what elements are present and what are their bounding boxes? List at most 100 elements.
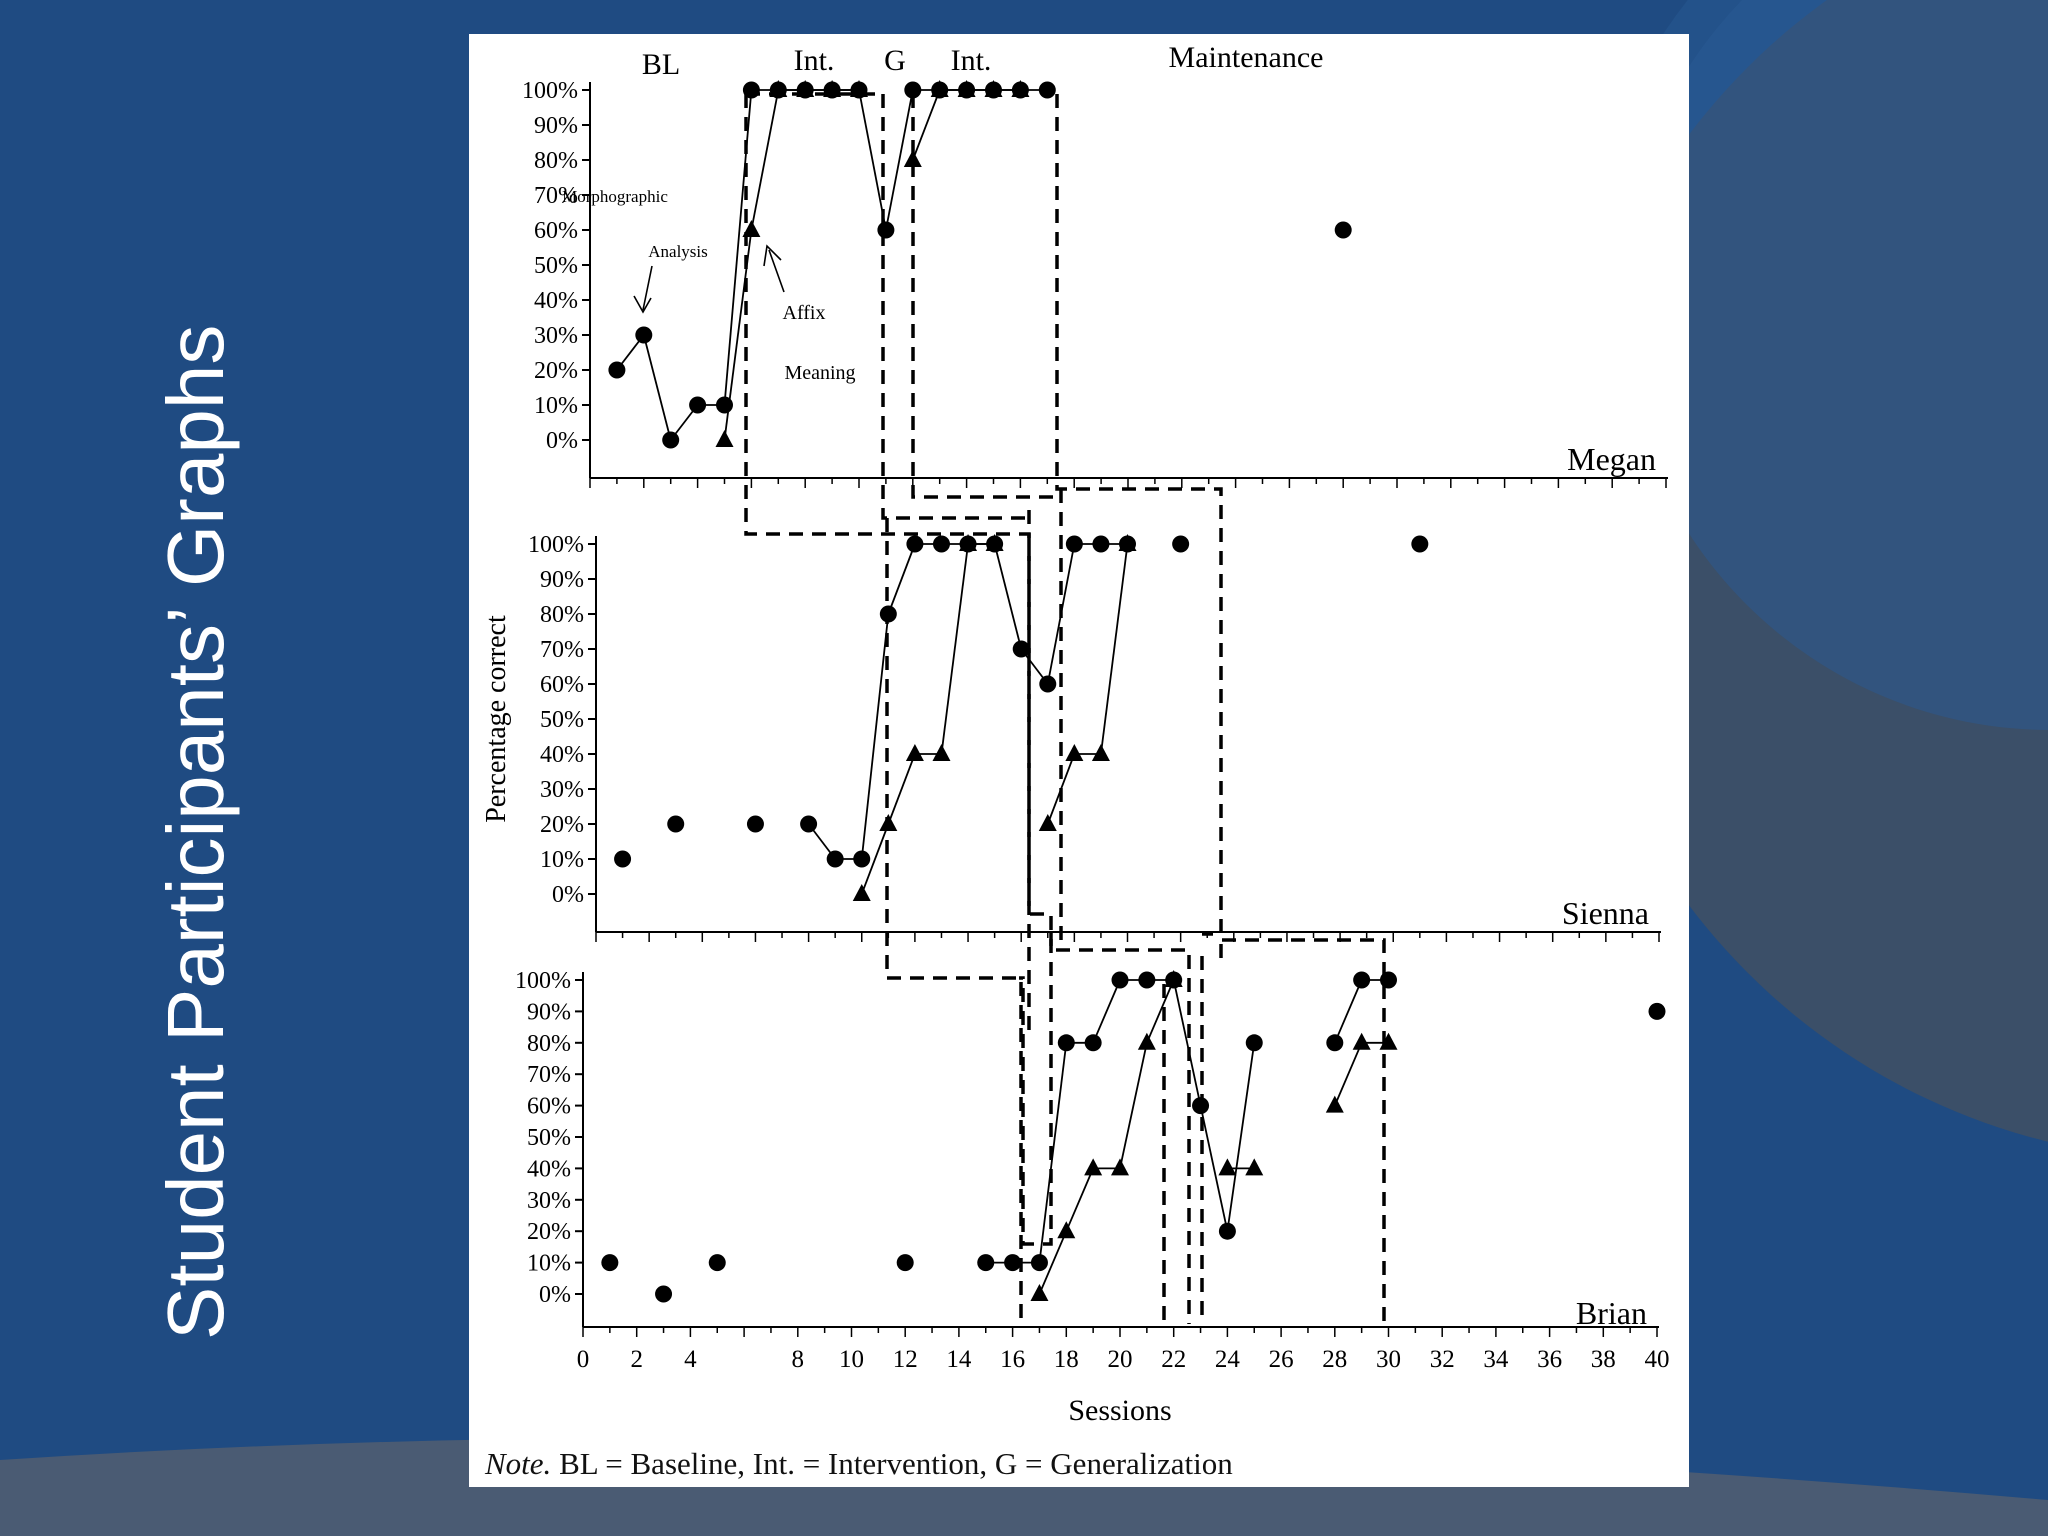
phase-label: Int. [951,44,992,77]
participant-label: Brian [1576,1295,1647,1331]
y-tick-label: 0% [552,882,584,908]
x-axis-label: Sessions [1068,1394,1171,1427]
series-line [1100,543,1129,755]
series-line [1226,1042,1256,1232]
data-point-circle [1138,971,1156,989]
figure-note: Note. BL = Baseline, Int. = Intervention… [485,1446,1233,1482]
data-point-triangle [1325,1095,1344,1113]
y-tick-label: 90% [534,113,578,139]
data-point-triangle [852,884,871,901]
y-tick-label: 90% [527,999,571,1025]
y-tick-label: 10% [534,393,578,419]
data-point-circle [1353,971,1371,989]
y-tick-label: 30% [540,777,584,803]
x-tick-label: 16 [1000,1346,1025,1373]
data-point-circle [1411,535,1429,553]
data-point-circle [1039,675,1057,693]
y-tick-label: 40% [540,742,584,768]
data-point-circle [906,535,924,553]
y-tick-label: 20% [540,812,584,838]
y-tick-label: 70% [540,637,584,663]
phase-change-line [744,94,1053,1246]
data-point-circle [1004,1254,1022,1272]
series-line [642,334,672,441]
data-point-triangle [1118,534,1137,551]
data-point-triangle [930,80,949,97]
data-point-circle [1038,81,1056,99]
data-point-circle [1084,1034,1102,1052]
y-tick-label: 10% [540,847,584,873]
x-tick-label: 38 [1591,1346,1616,1373]
series-line [1333,1042,1363,1106]
data-point-triangle [1091,744,1110,761]
y-tick-label: 0% [546,428,578,454]
x-tick-label: 34 [1483,1346,1509,1373]
data-point-circle [896,1254,914,1272]
x-tick-label: 28 [1322,1346,1347,1373]
series-line [860,823,890,895]
x-tick-label: 10 [839,1346,864,1373]
x-tick-label: 22 [1161,1346,1186,1373]
x-tick-label: 26 [1269,1346,1294,1373]
x-tick-label: 24 [1215,1346,1241,1373]
annotation-arrowhead [633,295,652,314]
data-point-circle [1172,535,1190,553]
x-tick-label: 18 [1054,1346,1079,1373]
data-point-circle [1326,1034,1344,1052]
data-point-circle [746,815,764,833]
series-line [750,89,780,231]
data-point-triangle [1245,1158,1264,1176]
data-point-triangle [1011,80,1030,97]
x-tick-label: 30 [1376,1346,1401,1373]
data-point-circle [1648,1002,1666,1020]
y-tick-label: 40% [534,288,578,314]
data-point-triangle [959,534,978,551]
y-axis-label: Percentage correct [481,615,512,823]
y-tick-label: 100% [528,532,584,558]
x-tick-label: 8 [792,1346,805,1373]
y-tick-label: 60% [534,218,578,244]
phase-change-line [911,94,1053,499]
data-point-circle [1218,1222,1236,1240]
phase-change-line [885,518,1023,1324]
data-point-circle [1065,535,1083,553]
annotation-arrowhead [763,244,782,267]
data-point-triangle [932,744,951,761]
x-tick-label: 14 [946,1346,972,1373]
series-line [887,543,916,615]
series-line [1172,979,1202,1106]
series-line [1199,1105,1229,1232]
series-line [1038,1042,1068,1263]
data-point-triangle [1218,1158,1237,1176]
data-point-triangle [905,744,924,761]
phase-change-line [1049,932,1191,1324]
phase-label: Maintenance [1169,41,1324,74]
x-tick-label: 20 [1108,1346,1133,1373]
data-point-circle [662,431,680,449]
data-point-triangle [1030,1284,1049,1301]
participant-label: Sienna [1562,895,1649,931]
annotation-arrow [642,265,653,311]
x-tick-label: 4 [684,1346,697,1373]
y-tick-label: 20% [534,358,578,384]
series-line [1119,1042,1148,1169]
y-tick-label: 50% [540,707,584,733]
data-point-triangle [1164,970,1183,987]
data-point-circle [1030,1254,1048,1272]
phase-label: G [884,44,906,77]
data-point-circle [601,1254,619,1272]
data-point-circle [614,850,632,868]
y-tick-label: 40% [527,1156,571,1182]
y-tick-label: 20% [527,1219,571,1245]
note-prefix: Note. [485,1446,552,1481]
data-point-circle [977,1254,995,1272]
series-line [1065,1168,1094,1232]
phase-change-line [1055,94,1223,936]
series-line [1146,979,1175,1044]
y-tick-label: 10% [527,1251,571,1277]
series-line [1092,979,1121,1044]
data-point-triangle [985,534,1004,551]
multiple-baseline-chart: 0%10%20%30%40%50%60%70%80%90%100%MeganBL… [481,41,1670,1427]
y-tick-label: 100% [515,968,571,994]
data-point-circle [877,221,895,239]
